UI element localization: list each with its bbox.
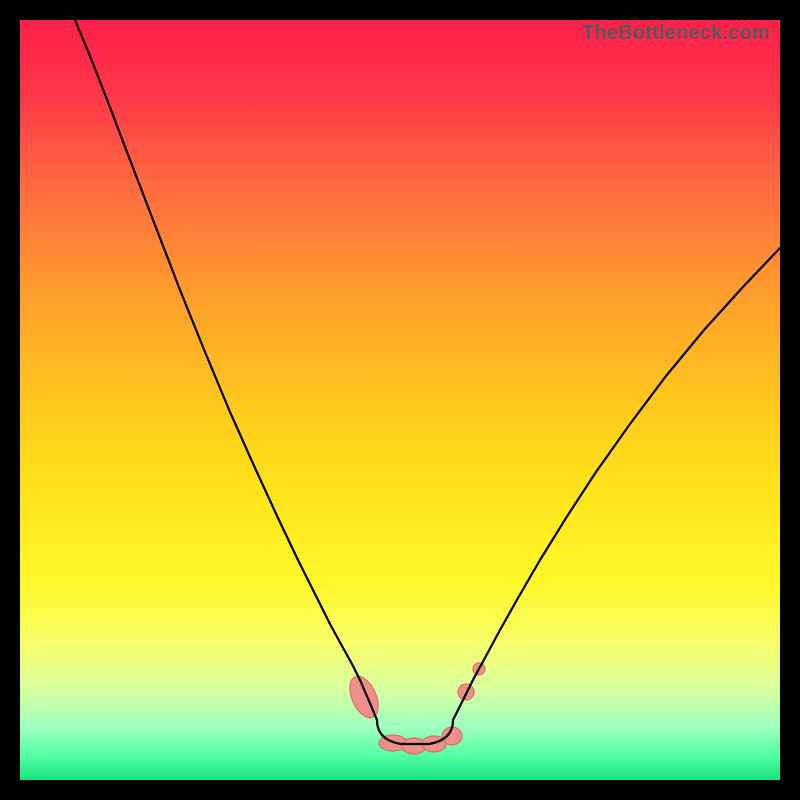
bottleneck-curve [75,20,780,744]
marker-dots [344,663,485,754]
plot-area: TheBottleneck.com [20,20,780,780]
chart-frame: TheBottleneck.com [0,0,800,800]
curve-layer [20,20,780,780]
watermark-text: TheBottleneck.com [582,22,770,45]
